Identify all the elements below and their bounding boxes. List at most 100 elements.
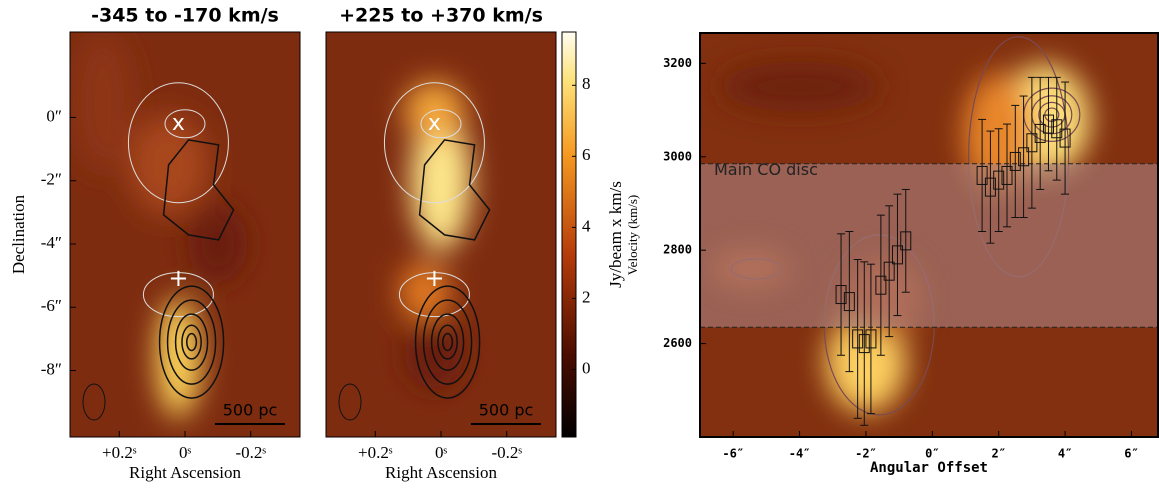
contour bbox=[422, 299, 473, 385]
colorbar-tick-label: 4 bbox=[582, 216, 591, 235]
y-tick-label: 3200 bbox=[663, 56, 692, 70]
box bbox=[875, 275, 887, 295]
y-tick-label: 3000 bbox=[663, 149, 692, 163]
box bbox=[993, 170, 1005, 190]
contour bbox=[174, 313, 209, 371]
x-axis-label: Angular Offset bbox=[870, 460, 988, 476]
emission-blob bbox=[411, 110, 471, 251]
y-axis-label: Velocity (km/s) bbox=[625, 195, 640, 276]
panel: x +500 pc +0.2ˢ 0ˢ -0.2ˢ 0″ -2″ -4″ -6″ -8″ -345 t… bbox=[9, 5, 301, 482]
emission-blob bbox=[399, 261, 450, 322]
box bbox=[1009, 151, 1021, 171]
y-tick-label: -4″ bbox=[41, 233, 62, 252]
box bbox=[865, 329, 877, 349]
box bbox=[1042, 114, 1054, 134]
emission-blob bbox=[825, 312, 906, 413]
annotation: Main CO disc bbox=[714, 160, 818, 179]
contour bbox=[164, 109, 206, 139]
contour bbox=[437, 324, 458, 360]
frame bbox=[699, 32, 1159, 438]
contour bbox=[414, 285, 481, 399]
contour bbox=[418, 139, 491, 241]
emission bbox=[399, 81, 471, 390]
marker-x: x bbox=[172, 111, 185, 136]
plot-area: x +500 pc bbox=[70, 32, 300, 437]
contour bbox=[398, 272, 470, 318]
contours bbox=[127, 82, 235, 399]
box bbox=[1059, 128, 1071, 148]
box bbox=[883, 261, 895, 281]
box bbox=[1018, 147, 1030, 167]
plot-area: Main CO disc bbox=[700, 33, 1158, 437]
x-tick-label: +0.2ˢ bbox=[358, 443, 393, 462]
y-tick-label: 2600 bbox=[663, 336, 692, 350]
x-tick-label: -4″ bbox=[789, 447, 811, 461]
colorbar bbox=[561, 31, 577, 438]
disc-band bbox=[700, 163, 1158, 328]
contour bbox=[383, 82, 485, 204]
contour bbox=[158, 285, 225, 399]
colorbar-tick-label: 8 bbox=[582, 74, 591, 93]
x-axis-label: Right Ascension bbox=[129, 463, 241, 482]
contour bbox=[162, 139, 235, 241]
x-tick-label: -0.2ˢ bbox=[235, 443, 266, 462]
box bbox=[852, 329, 864, 349]
colorbar-tick-label: 0 bbox=[582, 358, 591, 377]
panel-title: +225 to +370 km/s bbox=[339, 5, 543, 27]
x-tick-label: +0.2ˢ bbox=[102, 443, 137, 462]
plot-area: x +500 pc bbox=[326, 32, 556, 437]
panel-title: -345 to -170 km/s bbox=[91, 5, 279, 27]
colorbar-tick-label: 2 bbox=[582, 287, 591, 306]
marker-x: x bbox=[428, 111, 441, 136]
contour bbox=[127, 82, 229, 204]
marker-plus: + bbox=[168, 264, 188, 292]
y-tick-label: -6″ bbox=[41, 296, 62, 315]
contour bbox=[186, 332, 198, 352]
emission-blob bbox=[404, 319, 465, 390]
box bbox=[858, 334, 870, 354]
beam bbox=[82, 383, 106, 421]
panel: x +500 pc +0.2ˢ 0ˢ -0.2ˢ +225 to +370 km/s Rig… bbox=[325, 5, 557, 482]
x-tick-label: 0ˢ bbox=[179, 443, 192, 462]
emission-blob bbox=[404, 81, 465, 142]
emission-blob bbox=[72, 32, 133, 172]
x-tick-label: 4″ bbox=[1058, 447, 1072, 461]
x-axis-label: Right Ascension bbox=[385, 463, 497, 482]
y-tick-label: -2″ bbox=[41, 170, 62, 189]
x-tick-label: 0″ bbox=[925, 447, 939, 461]
y-axis-label: Declination bbox=[9, 194, 28, 274]
box bbox=[900, 231, 912, 251]
contours bbox=[383, 82, 491, 399]
panel: Main CO disc -6″ -4″ -2″ 0″ 2″ 4″ 6″ 2600 2800 300… bbox=[625, 32, 1159, 476]
y-tick-label: 2800 bbox=[663, 243, 692, 257]
x-tick-label: 2″ bbox=[991, 447, 1005, 461]
colorbar-tick-label: 6 bbox=[582, 145, 591, 164]
contour bbox=[142, 272, 214, 318]
contour bbox=[166, 299, 217, 385]
x-tick-label: -6″ bbox=[722, 447, 744, 461]
box bbox=[976, 165, 988, 185]
box bbox=[891, 245, 903, 265]
contour bbox=[442, 332, 454, 352]
contour bbox=[181, 324, 202, 360]
x-tick-label: 6″ bbox=[1124, 447, 1138, 461]
marker-plus: + bbox=[424, 264, 444, 292]
contour bbox=[420, 109, 462, 139]
x-tick-label: -0.2ˢ bbox=[491, 443, 522, 462]
x-tick-label: -2″ bbox=[855, 447, 877, 461]
y-tick-label: 0″ bbox=[46, 106, 62, 125]
y-tick-label: -8″ bbox=[41, 359, 62, 378]
box bbox=[984, 177, 996, 197]
colorbar-label: Jy/beam x km/s bbox=[606, 181, 625, 288]
emission-blob bbox=[187, 203, 248, 284]
scalebar-label: 500 pc bbox=[479, 401, 534, 420]
x-tick-label: 0ˢ bbox=[435, 443, 448, 462]
contour bbox=[430, 313, 465, 371]
box bbox=[843, 292, 855, 312]
beam bbox=[338, 383, 362, 421]
scalebar-label: 500 pc bbox=[223, 401, 278, 420]
emission-blob bbox=[719, 61, 880, 112]
box bbox=[1001, 165, 1013, 185]
box bbox=[835, 285, 847, 305]
